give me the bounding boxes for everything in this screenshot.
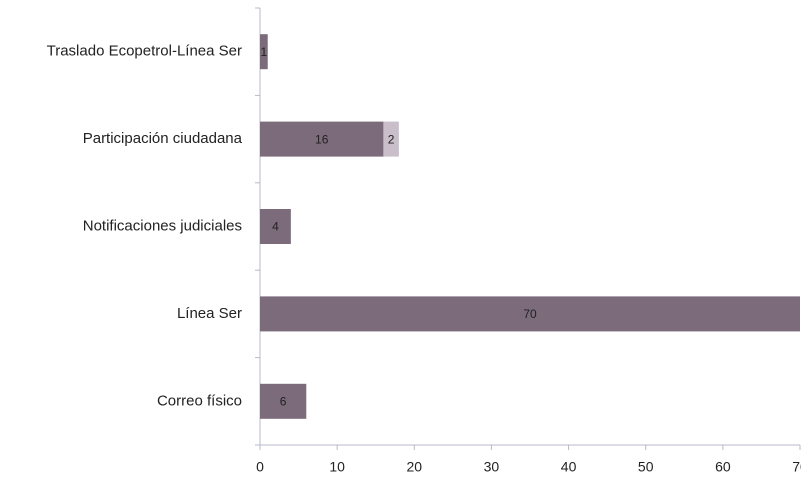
x-tick-label: 60 (715, 459, 731, 475)
x-tick-label: 40 (561, 459, 577, 475)
x-tick-label: 70 (792, 459, 801, 475)
x-tick-label: 20 (406, 459, 422, 475)
data-label: 1 (261, 45, 268, 59)
category-label: Correo físico (157, 392, 242, 409)
bar-segment (260, 34, 268, 70)
x-tick-label: 0 (256, 459, 264, 475)
bar-segment (260, 121, 384, 157)
category-label: Línea Ser (177, 305, 242, 322)
x-tick-label: 30 (484, 459, 500, 475)
bar-segment (260, 209, 291, 244)
x-tick-label: 10 (329, 459, 345, 475)
data-label: 70 (523, 307, 537, 321)
x-tick-label: 50 (638, 459, 654, 475)
data-label: 4 (272, 220, 279, 234)
category-label: Traslado Ecopetrol-Línea Ser (47, 43, 242, 60)
data-label: 16 (315, 132, 329, 146)
category-label: Notificaciones judiciales (83, 217, 242, 234)
data-label: 2 (388, 132, 395, 146)
bar-segment (260, 296, 800, 332)
category-label: Participación ciudadana (83, 130, 243, 147)
bar-segment (383, 121, 399, 157)
bar-segment (260, 383, 307, 419)
data-label: 6 (280, 394, 287, 408)
